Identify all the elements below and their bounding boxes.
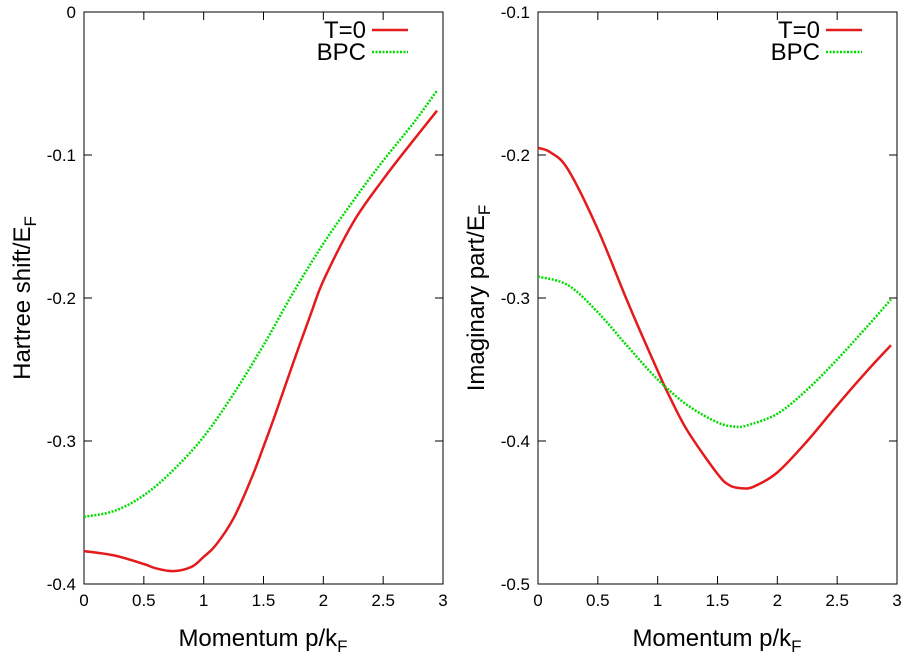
y-tick-label: -0.2: [501, 146, 530, 165]
x-tick-label: 2.5: [371, 591, 395, 610]
x-tick-label: 2: [319, 591, 328, 610]
x-tick-label: 1.5: [706, 591, 730, 610]
x-tick-label: 2.5: [825, 591, 849, 610]
x-tick-label: 1.5: [252, 591, 276, 610]
y-tick-label: -0.1: [501, 3, 530, 22]
x-tick-label: 0.5: [586, 591, 610, 610]
series-line-t-0: [537, 146, 892, 490]
x-tick-label: 2: [773, 591, 782, 610]
x-tick-label: 0: [79, 591, 88, 610]
y-tick-label: -0.4: [501, 432, 530, 451]
plot-frame: [537, 11, 898, 585]
x-axis-title: Momentum p/kF: [632, 625, 801, 656]
series-line-t-0: [83, 109, 438, 573]
series-line-bpc: [83, 89, 439, 519]
y-tick-label: -0.5: [501, 575, 530, 594]
chart-panel-1: 0 0.5 1 1.5 2 2.5 3 -0.4 -0.3 -0.2 -0.1 0 Momentum p…: [9, 3, 448, 656]
y-tick-label: -0.3: [501, 289, 530, 308]
series-line-bpc: [537, 275, 892, 429]
x-tick-label: 0: [533, 591, 542, 610]
legend-label: BPC: [771, 39, 820, 66]
y-tick-label: -0.4: [47, 575, 76, 594]
legend-label: BPC: [317, 39, 366, 66]
x-tick-label: 3: [892, 591, 901, 610]
x-tick-label: 1: [653, 591, 662, 610]
legend-label: T=0: [324, 17, 366, 44]
x-tick-label: 0.5: [132, 591, 156, 610]
legend-label: T=0: [778, 17, 820, 44]
y-axis-title: Imaginary part/EF: [463, 205, 494, 391]
y-tick-label: -0.2: [47, 289, 76, 308]
x-tick-label: 1: [199, 591, 208, 610]
chart-panel-2: 0 0.5 1 1.5 2 2.5 3 -0.5 -0.4 -0.3 -0.2 -0.1 Momentu…: [463, 3, 902, 656]
y-tick-label: -0.3: [47, 432, 76, 451]
y-axis-title: Hartree shift/EF: [9, 216, 40, 380]
x-tick-label: 3: [438, 591, 447, 610]
y-tick-label: 0: [67, 3, 76, 22]
y-tick-label: -0.1: [47, 146, 76, 165]
x-axis-title: Momentum p/kF: [178, 625, 347, 656]
